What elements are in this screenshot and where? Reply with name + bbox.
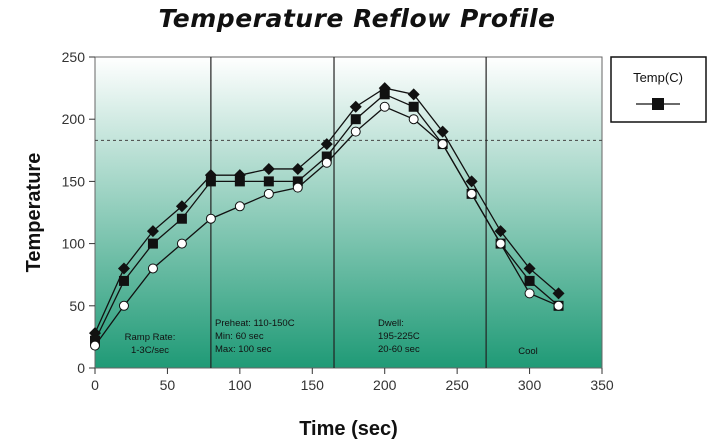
x-axis-ticks: 0 50 100 150 200 250 300 350	[91, 368, 614, 393]
legend-box	[610, 56, 707, 123]
data-point-circle	[379, 101, 390, 112]
x-tick-label: 0	[91, 377, 99, 393]
data-point-diamond	[407, 88, 420, 101]
zone-annotation-line: Ramp Rate:	[125, 332, 176, 343]
zone-annotation-dwell: Dwell: 195-225C 20-60 sec	[378, 318, 420, 355]
y-tick-label: 200	[62, 111, 86, 127]
zone-annotation-line: Min: 60 sec	[215, 331, 264, 342]
zone-annotation-preheat: Preheat: 110-150C Min: 60 sec Max: 100 sec	[215, 318, 295, 355]
data-point-circle	[350, 126, 361, 137]
zone-dividers	[210, 57, 487, 368]
data-point-diamond	[291, 162, 304, 175]
zone-annotation-line: 195-225C	[378, 331, 420, 342]
data-point-circle	[234, 201, 245, 212]
data-point-circle	[292, 182, 303, 193]
chart-title: Temperature Reflow Profile	[158, 4, 556, 33]
data-point-diamond	[117, 262, 130, 275]
data-point-circle	[437, 139, 448, 150]
data-point-diamond	[494, 225, 507, 238]
data-point-square	[408, 101, 419, 112]
data-point-square	[263, 176, 274, 187]
y-axis-title: Temperature	[23, 153, 45, 273]
data-point-square	[321, 151, 332, 162]
series-diamond	[89, 82, 565, 340]
zone-annotation-line: 20-60 sec	[378, 344, 420, 355]
data-point-diamond	[465, 175, 478, 188]
y-tick-label: 250	[62, 49, 86, 65]
data-point-circle	[263, 188, 274, 199]
data-point-circle	[90, 340, 100, 351]
zone-annotation-line: Cool	[518, 346, 538, 357]
data-point-diamond	[320, 138, 333, 151]
x-tick-label: 300	[518, 377, 542, 393]
data-point-square	[350, 114, 361, 125]
data-point-circle	[205, 213, 216, 224]
data-point-diamond	[262, 162, 275, 175]
data-point-circle	[524, 288, 535, 299]
series-group	[89, 82, 565, 351]
x-tick-label: 50	[160, 377, 176, 393]
data-point-diamond	[146, 225, 159, 238]
data-point-circle	[147, 263, 158, 274]
data-point-circle	[466, 188, 477, 199]
zone-annotation-cool: Cool	[518, 346, 538, 357]
data-point-square	[118, 275, 129, 286]
data-point-circle	[176, 238, 187, 249]
legend: Temp(C)	[610, 56, 707, 123]
x-tick-label: 250	[445, 377, 469, 393]
zone-annotation-line: 1-3C/sec	[131, 345, 169, 356]
x-tick-label: 200	[373, 377, 397, 393]
data-point-circle	[495, 238, 506, 249]
data-point-circle	[553, 300, 564, 311]
y-tick-label: 150	[62, 173, 86, 189]
zone-annotation-line: Max: 100 sec	[215, 344, 272, 355]
zone-annotation-ramp: Ramp Rate: 1-3C/sec	[125, 332, 176, 356]
data-point-square	[524, 275, 535, 286]
data-point-square	[292, 176, 303, 187]
zone-annotation-line: Dwell:	[378, 318, 404, 329]
legend-marker-square	[652, 98, 664, 110]
data-point-diamond	[552, 287, 565, 300]
data-point-square	[234, 176, 245, 187]
data-point-diamond	[436, 125, 449, 138]
legend-label: Temp(C)	[633, 70, 683, 85]
data-point-circle	[321, 157, 332, 168]
data-point-diamond	[349, 100, 362, 113]
data-point-square	[176, 213, 187, 224]
data-point-diamond	[523, 262, 536, 275]
x-axis-title: Time (sec)	[299, 418, 398, 440]
data-point-square	[205, 176, 216, 187]
y-tick-label: 50	[69, 298, 85, 314]
zone-annotations: Ramp Rate: 1-3C/sec Preheat: 110-150C Min: …	[125, 318, 538, 357]
zone-annotation-line: Preheat: 110-150C	[215, 318, 295, 329]
series-circle-open	[90, 101, 564, 351]
data-point-circle	[118, 300, 129, 311]
y-axis-ticks: 0 50 100 150 200 250	[62, 49, 95, 376]
y-tick-label: 0	[77, 360, 85, 376]
y-tick-label: 100	[62, 236, 86, 252]
x-tick-label: 350	[590, 377, 614, 393]
x-tick-label: 100	[228, 377, 252, 393]
x-tick-label: 150	[301, 377, 325, 393]
data-point-diamond	[175, 200, 188, 213]
data-point-square	[379, 89, 390, 100]
data-point-square	[147, 238, 158, 249]
plot-background	[94, 56, 603, 369]
data-point-circle	[408, 114, 419, 125]
